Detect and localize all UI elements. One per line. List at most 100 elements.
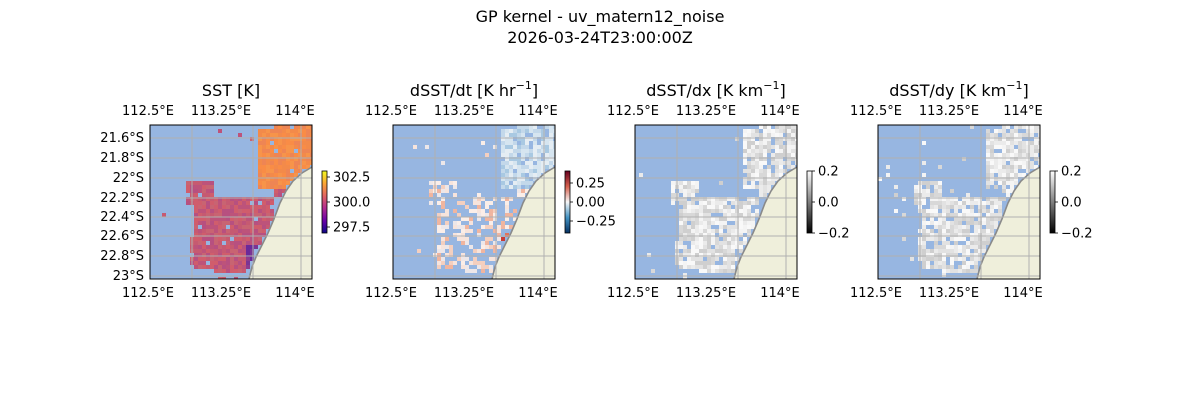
data-cell [274,177,278,181]
data-cell [242,241,246,245]
data-cell [986,229,990,233]
data-cell [763,189,767,193]
data-cell [246,233,250,237]
data-cell [946,269,950,273]
data-cell [441,245,445,249]
data-cell [998,165,1002,169]
data-cell [990,229,994,233]
data-cell [497,233,501,237]
data-cell [990,209,994,213]
data-cell [926,253,930,257]
data-cell [1022,173,1026,177]
data-cell [966,197,970,201]
data-cell [262,197,266,201]
data-cell [246,197,250,201]
data-cell [747,185,751,189]
data-cell [489,237,493,241]
data-cell [517,185,521,189]
data-cell [739,201,743,205]
data-cell [549,145,553,149]
colorbar-tick-label: 0.2 [818,165,839,180]
data-cell [505,205,509,209]
data-cell [230,241,234,245]
data-cell [202,185,206,189]
data-cell [930,237,934,241]
data-cell [779,169,783,173]
data-cell [986,181,990,185]
data-cell [242,257,246,261]
data-cell [1006,149,1010,153]
data-cell [461,253,465,257]
data-cell [791,129,795,133]
data-cell [1014,177,1018,181]
data-cell [266,209,270,213]
data-cell [739,233,743,237]
data-cell [1010,161,1014,165]
data-cell [998,129,1002,133]
data-cell [266,213,270,217]
data-cell [755,213,759,217]
data-cell [465,205,469,209]
data-cell [230,217,234,221]
data-cell [719,205,723,209]
data-cell [278,185,282,189]
data-cell [242,221,246,225]
data-cell [258,225,262,229]
data-cell [537,149,541,153]
data-cell [445,253,449,257]
data-cell [1002,173,1006,177]
data-cell [198,265,202,269]
data-cell [747,165,751,169]
data-cell [962,257,966,261]
data-cell [545,141,549,145]
data-cell [978,253,982,257]
lon-tick-label-bottom: 112.5°E [122,286,174,301]
data-cell [481,269,485,273]
data-cell [938,181,942,185]
data-cell [990,197,994,201]
data-cell [194,221,198,225]
data-cell [238,241,242,245]
data-cell [501,153,505,157]
data-cell [974,257,978,261]
data-cell [226,261,230,265]
data-cell [747,137,751,141]
data-cell [262,177,266,181]
data-cell [755,133,759,137]
data-cell [982,209,986,213]
colorbar-gradient [1049,170,1056,234]
figure-title-line1: GP kernel - uv_matern12_noise [475,7,725,26]
data-cell [691,229,695,233]
data-cell [922,181,926,185]
data-cell [771,129,775,133]
data-cell [505,209,509,213]
data-cell [286,161,290,165]
data-cell [974,253,978,257]
data-cell [978,241,982,245]
data-cell [218,277,222,279]
data-cell [298,149,302,153]
data-cell [206,189,210,193]
data-cell [970,233,974,237]
data-cell [310,157,312,161]
data-cell [186,197,190,201]
data-cell [711,253,715,257]
data-cell [234,241,238,245]
data-cell [445,245,449,249]
data-cell [926,221,930,225]
data-cell [930,217,934,221]
data-cell [262,133,266,137]
data-cell [938,165,942,169]
data-cell [934,245,938,249]
data-cell [934,253,938,257]
data-cell [413,145,417,149]
data-cell [695,253,699,257]
data-cell [1010,185,1014,189]
data-cell [775,157,779,161]
data-cell [525,129,529,133]
data-cell [1030,141,1034,145]
data-cell [791,133,795,137]
data-cell [727,269,731,273]
data-cell [1038,129,1040,133]
data-cell [270,137,274,141]
